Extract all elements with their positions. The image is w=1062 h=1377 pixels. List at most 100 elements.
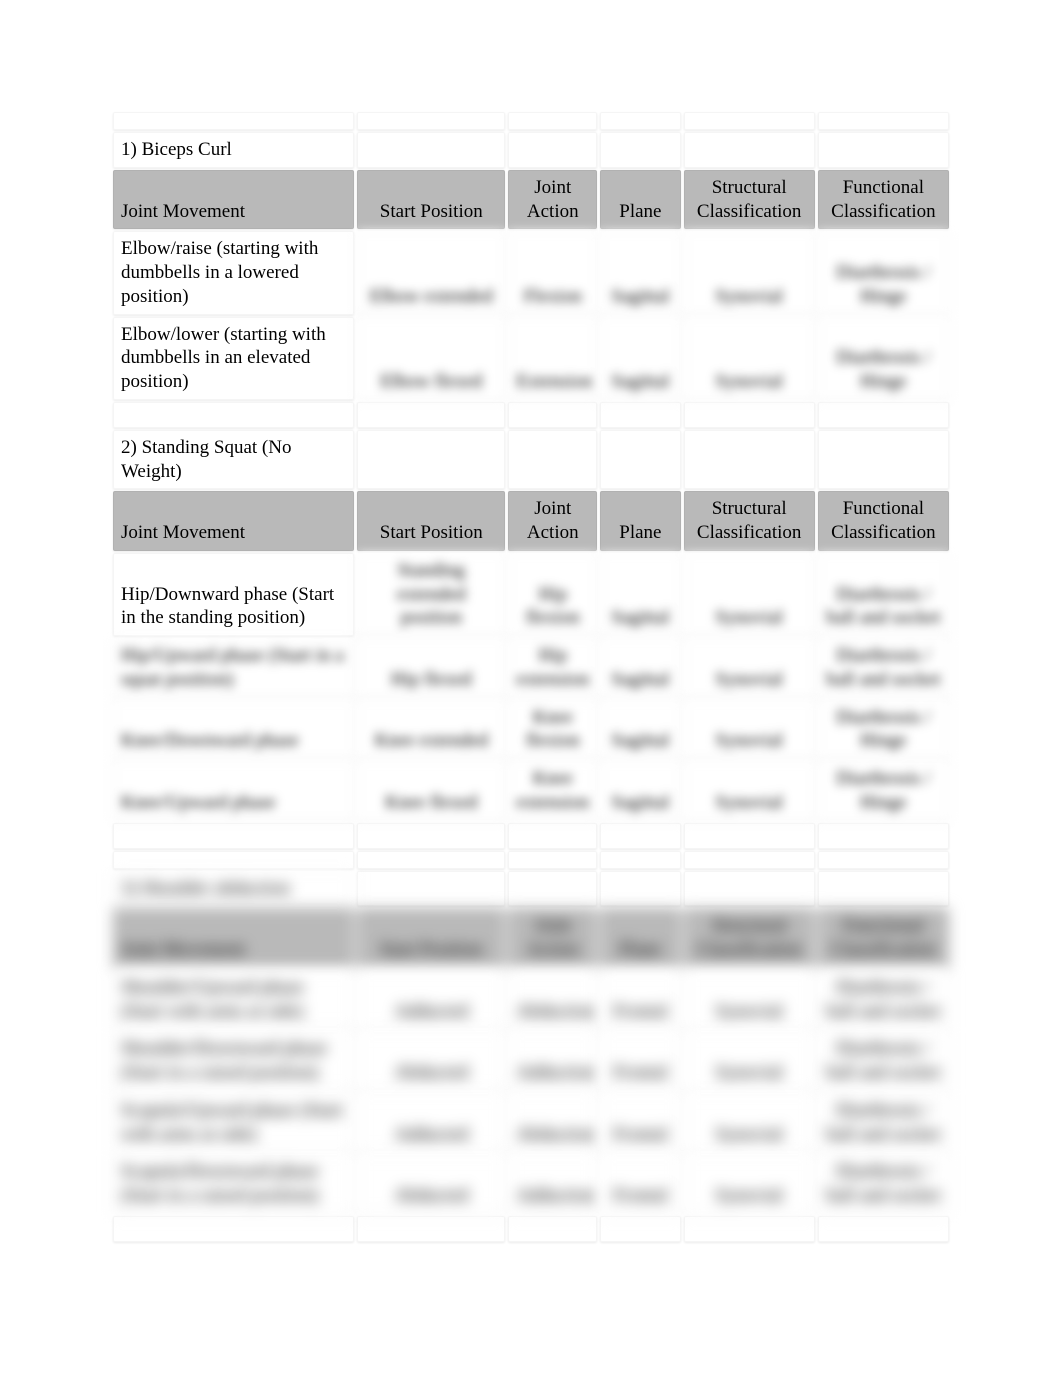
col-header-joint-movement: Joint Movement: [113, 170, 354, 230]
table-row: Elbow/lower (starting with dumbbells in …: [113, 317, 949, 400]
cell-action: Adduction: [508, 1154, 597, 1214]
cell-action: Hip flexion: [508, 553, 597, 636]
cell-structural: Synovial: [684, 1093, 815, 1153]
cell-plane: Frontal: [600, 1093, 680, 1153]
cell-functional: Diarthrosis / ball and socket: [818, 1031, 949, 1091]
section-title-row: 1) Biceps Curl: [113, 132, 949, 168]
cell-action: Abduction: [508, 970, 597, 1030]
cell-start: Knee extended: [357, 700, 505, 760]
cell-action: Abduction: [508, 1093, 597, 1153]
cell-movement: Shoulder/Upward phase (Start with arms a…: [113, 970, 354, 1030]
cell-start: Adducted: [357, 1093, 505, 1153]
section-title: 1) Biceps Curl: [113, 132, 354, 168]
cell-start: Hip flexed: [357, 638, 505, 698]
col-header-joint-action: Joint Action: [508, 908, 597, 968]
cell-functional: Diarthrosis / Hinge: [818, 761, 949, 821]
col-header-joint-action: Joint Action: [508, 170, 597, 230]
col-header-joint-movement: Joint Movement: [113, 908, 354, 968]
spacer-row: [113, 112, 949, 130]
cell-plane: Sagittal: [600, 553, 680, 636]
cell-action: Flexion: [508, 231, 597, 314]
cell-movement: Knee/Downward phase: [113, 700, 354, 760]
cell-functional: Diarthrosis / ball and socket: [818, 638, 949, 698]
cell-plane: Sagittal: [600, 231, 680, 314]
col-header-start-position: Start Position: [357, 908, 505, 968]
col-header-joint-movement: Joint Movement: [113, 491, 354, 551]
col-header-structural: Structural Classification: [684, 491, 815, 551]
cell-plane: Frontal: [600, 1154, 680, 1214]
cell-movement: Shoulder/Downward phase (Start in a rais…: [113, 1031, 354, 1091]
cell-movement: Elbow/raise (starting with dumbbells in …: [113, 231, 354, 314]
cell-start: Abducted: [357, 1154, 505, 1214]
cell-functional: Diarthrosis / ball and socket: [818, 1154, 949, 1214]
table-row: Shoulder/Downward phase (Start in a rais…: [113, 1031, 949, 1091]
cell-movement: Hip/Upward phase (Start in a squat posit…: [113, 638, 354, 698]
cell-functional: Diarthrosis / ball and socket: [818, 553, 949, 636]
cell-action: Knee flexion: [508, 700, 597, 760]
spacer-row: [113, 823, 949, 849]
table-row: Scapula/Downward phase (Start in a raise…: [113, 1154, 949, 1214]
table-row: Shoulder/Upward phase (Start with arms a…: [113, 970, 949, 1030]
column-header-row: Joint Movement Start Position Joint Acti…: [113, 908, 949, 968]
cell-start: Elbow extended: [357, 231, 505, 314]
col-header-functional: Functional Classification: [818, 491, 949, 551]
table-row: Hip/Upward phase (Start in a squat posit…: [113, 638, 949, 698]
section-title: 3) Shoulder abduction: [113, 871, 354, 907]
cell-plane: Sagittal: [600, 638, 680, 698]
cell-structural: Synovial: [684, 1031, 815, 1091]
column-header-row: Joint Movement Start Position Joint Acti…: [113, 170, 949, 230]
cell-start: Elbow flexed: [357, 317, 505, 400]
col-header-joint-action: Joint Action: [508, 491, 597, 551]
table-row: Knee/Upward phase Knee flexed Knee exten…: [113, 761, 949, 821]
cell-action: Hip extension: [508, 638, 597, 698]
cell-structural: Synovial: [684, 553, 815, 636]
cell-action: Adduction: [508, 1031, 597, 1091]
cell-plane: Sagittal: [600, 700, 680, 760]
column-header-row: Joint Movement Start Position Joint Acti…: [113, 491, 949, 551]
col-header-structural: Structural Classification: [684, 170, 815, 230]
cell-start: Adducted: [357, 970, 505, 1030]
col-header-plane: Plane: [600, 491, 680, 551]
cell-movement: Hip/Downward phase (Start in the standin…: [113, 553, 354, 636]
cell-movement: Knee/Upward phase: [113, 761, 354, 821]
cell-start: Knee flexed: [357, 761, 505, 821]
section-title: 2) Standing Squat (No Weight): [113, 430, 354, 490]
col-header-plane: Plane: [600, 170, 680, 230]
cell-structural: Synovial: [684, 1154, 815, 1214]
table-row: Hip/Downward phase (Start in the standin…: [113, 553, 949, 636]
cell-plane: Sagittal: [600, 317, 680, 400]
cell-movement: Scapula/Upward phase (Start with arms at…: [113, 1093, 354, 1153]
col-header-functional: Functional Classification: [818, 170, 949, 230]
cell-structural: Synovial: [684, 700, 815, 760]
cell-plane: Frontal: [600, 1031, 680, 1091]
cell-structural: Synovial: [684, 761, 815, 821]
cell-structural: Synovial: [684, 231, 815, 314]
col-header-functional: Functional Classification: [818, 908, 949, 968]
spacer-row: [113, 1216, 949, 1242]
cell-structural: Synovial: [684, 638, 815, 698]
cell-plane: Frontal: [600, 970, 680, 1030]
cell-action: Knee extension: [508, 761, 597, 821]
col-header-plane: Plane: [600, 908, 680, 968]
cell-plane: Sagittal: [600, 761, 680, 821]
cell-start: Abducted: [357, 1031, 505, 1091]
worksheet-table: 1) Biceps Curl Joint Movement Start Posi…: [110, 110, 952, 1244]
cell-functional: Diarthrosis / Hinge: [818, 231, 949, 314]
section-title-row: 2) Standing Squat (No Weight): [113, 430, 949, 490]
cell-start: Standing extended position: [357, 553, 505, 636]
cell-structural: Synovial: [684, 317, 815, 400]
cell-structural: Synovial: [684, 970, 815, 1030]
section-title-row: 3) Shoulder abduction: [113, 871, 949, 907]
col-header-start-position: Start Position: [357, 170, 505, 230]
cell-functional: Diarthrosis / Hinge: [818, 317, 949, 400]
spacer-row: [113, 851, 949, 869]
table-row: Knee/Downward phase Knee extended Knee f…: [113, 700, 949, 760]
cell-action: Extension: [508, 317, 597, 400]
col-header-structural: Structural Classification: [684, 908, 815, 968]
cell-functional: Diarthrosis / ball and socket: [818, 1093, 949, 1153]
cell-movement: Elbow/lower (starting with dumbbells in …: [113, 317, 354, 400]
table-row: Elbow/raise (starting with dumbbells in …: [113, 231, 949, 314]
cell-functional: Diarthrosis / Hinge: [818, 700, 949, 760]
col-header-start-position: Start Position: [357, 491, 505, 551]
table-row: Scapula/Upward phase (Start with arms at…: [113, 1093, 949, 1153]
